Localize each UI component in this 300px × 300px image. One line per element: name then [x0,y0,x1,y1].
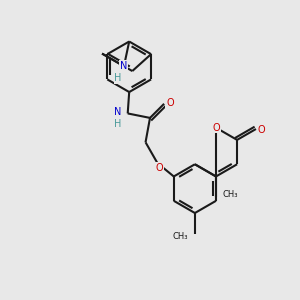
Text: O: O [155,163,163,172]
Text: O: O [258,124,266,134]
Text: O: O [212,123,220,133]
Text: H: H [115,74,122,83]
Text: O: O [166,98,174,108]
Text: CH₃: CH₃ [173,232,188,241]
Text: H: H [114,119,121,129]
Text: N: N [120,61,128,71]
Text: CH₃: CH₃ [223,190,238,199]
Text: N: N [114,107,121,117]
